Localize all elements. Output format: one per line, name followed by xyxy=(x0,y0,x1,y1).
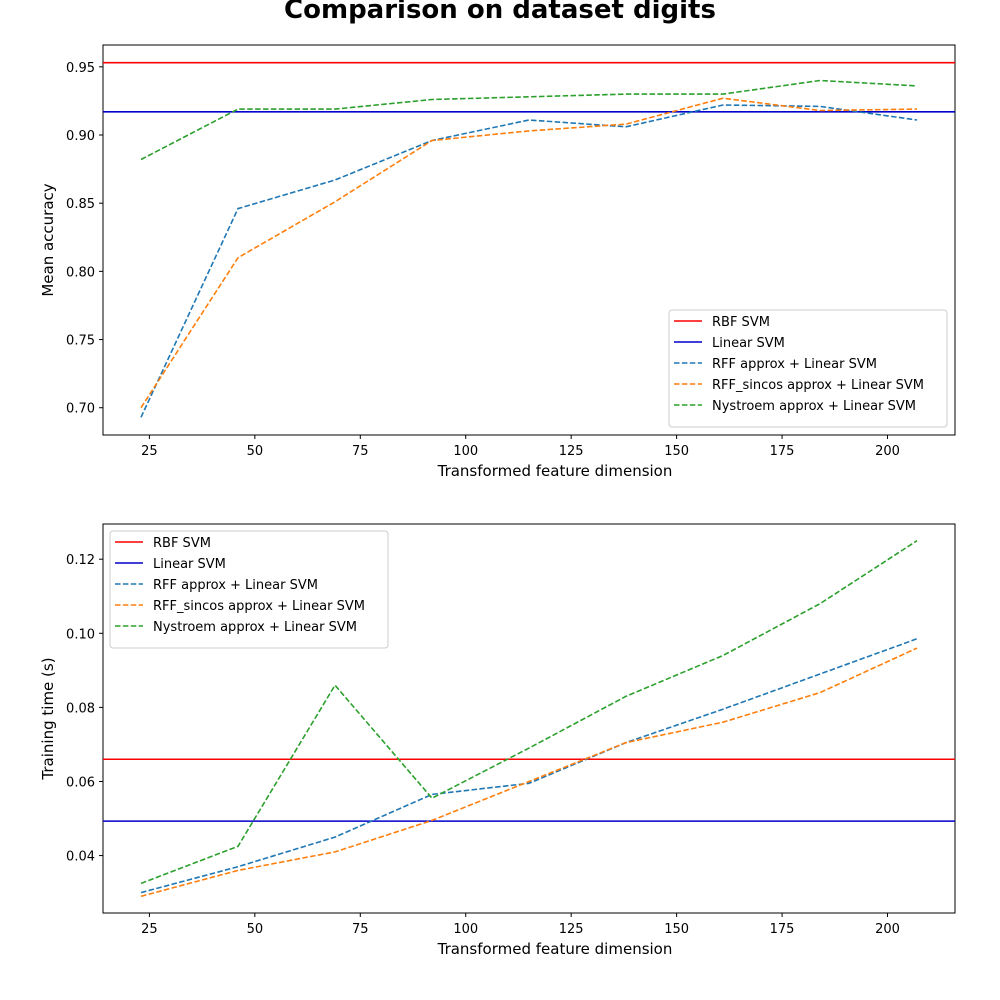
legend: RBF SVM Linear SVM RFF approx + Linear SVM… xyxy=(109,530,389,649)
y-axis-label: Mean accuracy xyxy=(39,183,57,296)
x-tick-label: 100 xyxy=(453,922,478,937)
legend-label: Nystroem approx + Linear SVM xyxy=(712,399,916,414)
figure-title: Comparison on dataset digits xyxy=(284,0,716,25)
x-tick-label: 175 xyxy=(770,444,795,459)
y-tick-label: 0.95 xyxy=(66,61,95,76)
y-tick-label: 0.80 xyxy=(66,265,95,280)
y-tick-label: 0.12 xyxy=(66,553,95,568)
legend-label: RFF_sincos approx + Linear SVM xyxy=(712,378,924,393)
x-tick-label: 175 xyxy=(770,922,795,937)
y-tick-label: 0.04 xyxy=(66,850,95,865)
y-tick-label: 0.08 xyxy=(66,701,95,716)
x-tick-label: 50 xyxy=(247,922,264,937)
legend-label: RBF SVM xyxy=(153,536,211,551)
legend-label: Nystroem approx + Linear SVM xyxy=(153,620,357,635)
y-tick-label: 0.06 xyxy=(66,775,95,790)
x-tick-label: 150 xyxy=(664,922,689,937)
subplot-2: 25 50 75 100 125 150 175 200 0.04 0.06 0.08 0.10 0.1… xyxy=(39,523,956,958)
x-tick-label: 75 xyxy=(352,444,369,459)
x-tick-label: 25 xyxy=(141,922,158,937)
series-line-rff-sincos-approx-linear-svm xyxy=(140,647,918,898)
series-line-rff-approx-linear-svm xyxy=(140,104,918,418)
x-tick-label: 125 xyxy=(559,444,584,459)
x-tick-label: 125 xyxy=(559,922,584,937)
legend-label: RFF_sincos approx + Linear SVM xyxy=(153,599,365,614)
legend: RBF SVM Linear SVM RFF approx + Linear SVM… xyxy=(668,309,948,428)
series-line-nystroem-approx-linear-svm xyxy=(140,540,918,885)
x-axis-label: Transformed feature dimension xyxy=(437,940,673,958)
plot-area-frame xyxy=(102,523,956,914)
y-axis-label: Training time (s) xyxy=(39,657,57,780)
x-axis-label: Transformed feature dimension xyxy=(437,462,673,480)
legend-label: RFF approx + Linear SVM xyxy=(712,357,877,372)
series-line-rff-approx-linear-svm xyxy=(140,638,918,894)
y-tick-label: 0.85 xyxy=(66,197,95,212)
x-tick-label: 100 xyxy=(453,444,478,459)
y-tick-label: 0.75 xyxy=(66,334,95,349)
legend-label: RFF approx + Linear SVM xyxy=(153,578,318,593)
y-tick-label: 0.90 xyxy=(66,129,95,144)
subplot-1: 25 50 75 100 125 150 175 200 0.70 0.75 0.80 0.85 0.9… xyxy=(39,44,956,480)
x-tick-label: 200 xyxy=(875,444,900,459)
x-tick-label: 150 xyxy=(664,444,689,459)
x-tick-label: 75 xyxy=(352,922,369,937)
legend-label: Linear SVM xyxy=(712,336,785,351)
y-tick-label: 0.10 xyxy=(66,627,95,642)
y-tick-label: 0.70 xyxy=(66,402,95,417)
legend-label: Linear SVM xyxy=(153,557,226,572)
legend-box xyxy=(109,530,389,649)
x-tick-label: 50 xyxy=(247,444,264,459)
legend-box xyxy=(668,309,948,428)
plot-area-frame xyxy=(102,44,956,436)
x-tick-label: 25 xyxy=(141,444,158,459)
legend-label: RBF SVM xyxy=(712,315,770,330)
x-tick-label: 200 xyxy=(875,922,900,937)
series-line-nystroem-approx-linear-svm xyxy=(140,79,918,161)
